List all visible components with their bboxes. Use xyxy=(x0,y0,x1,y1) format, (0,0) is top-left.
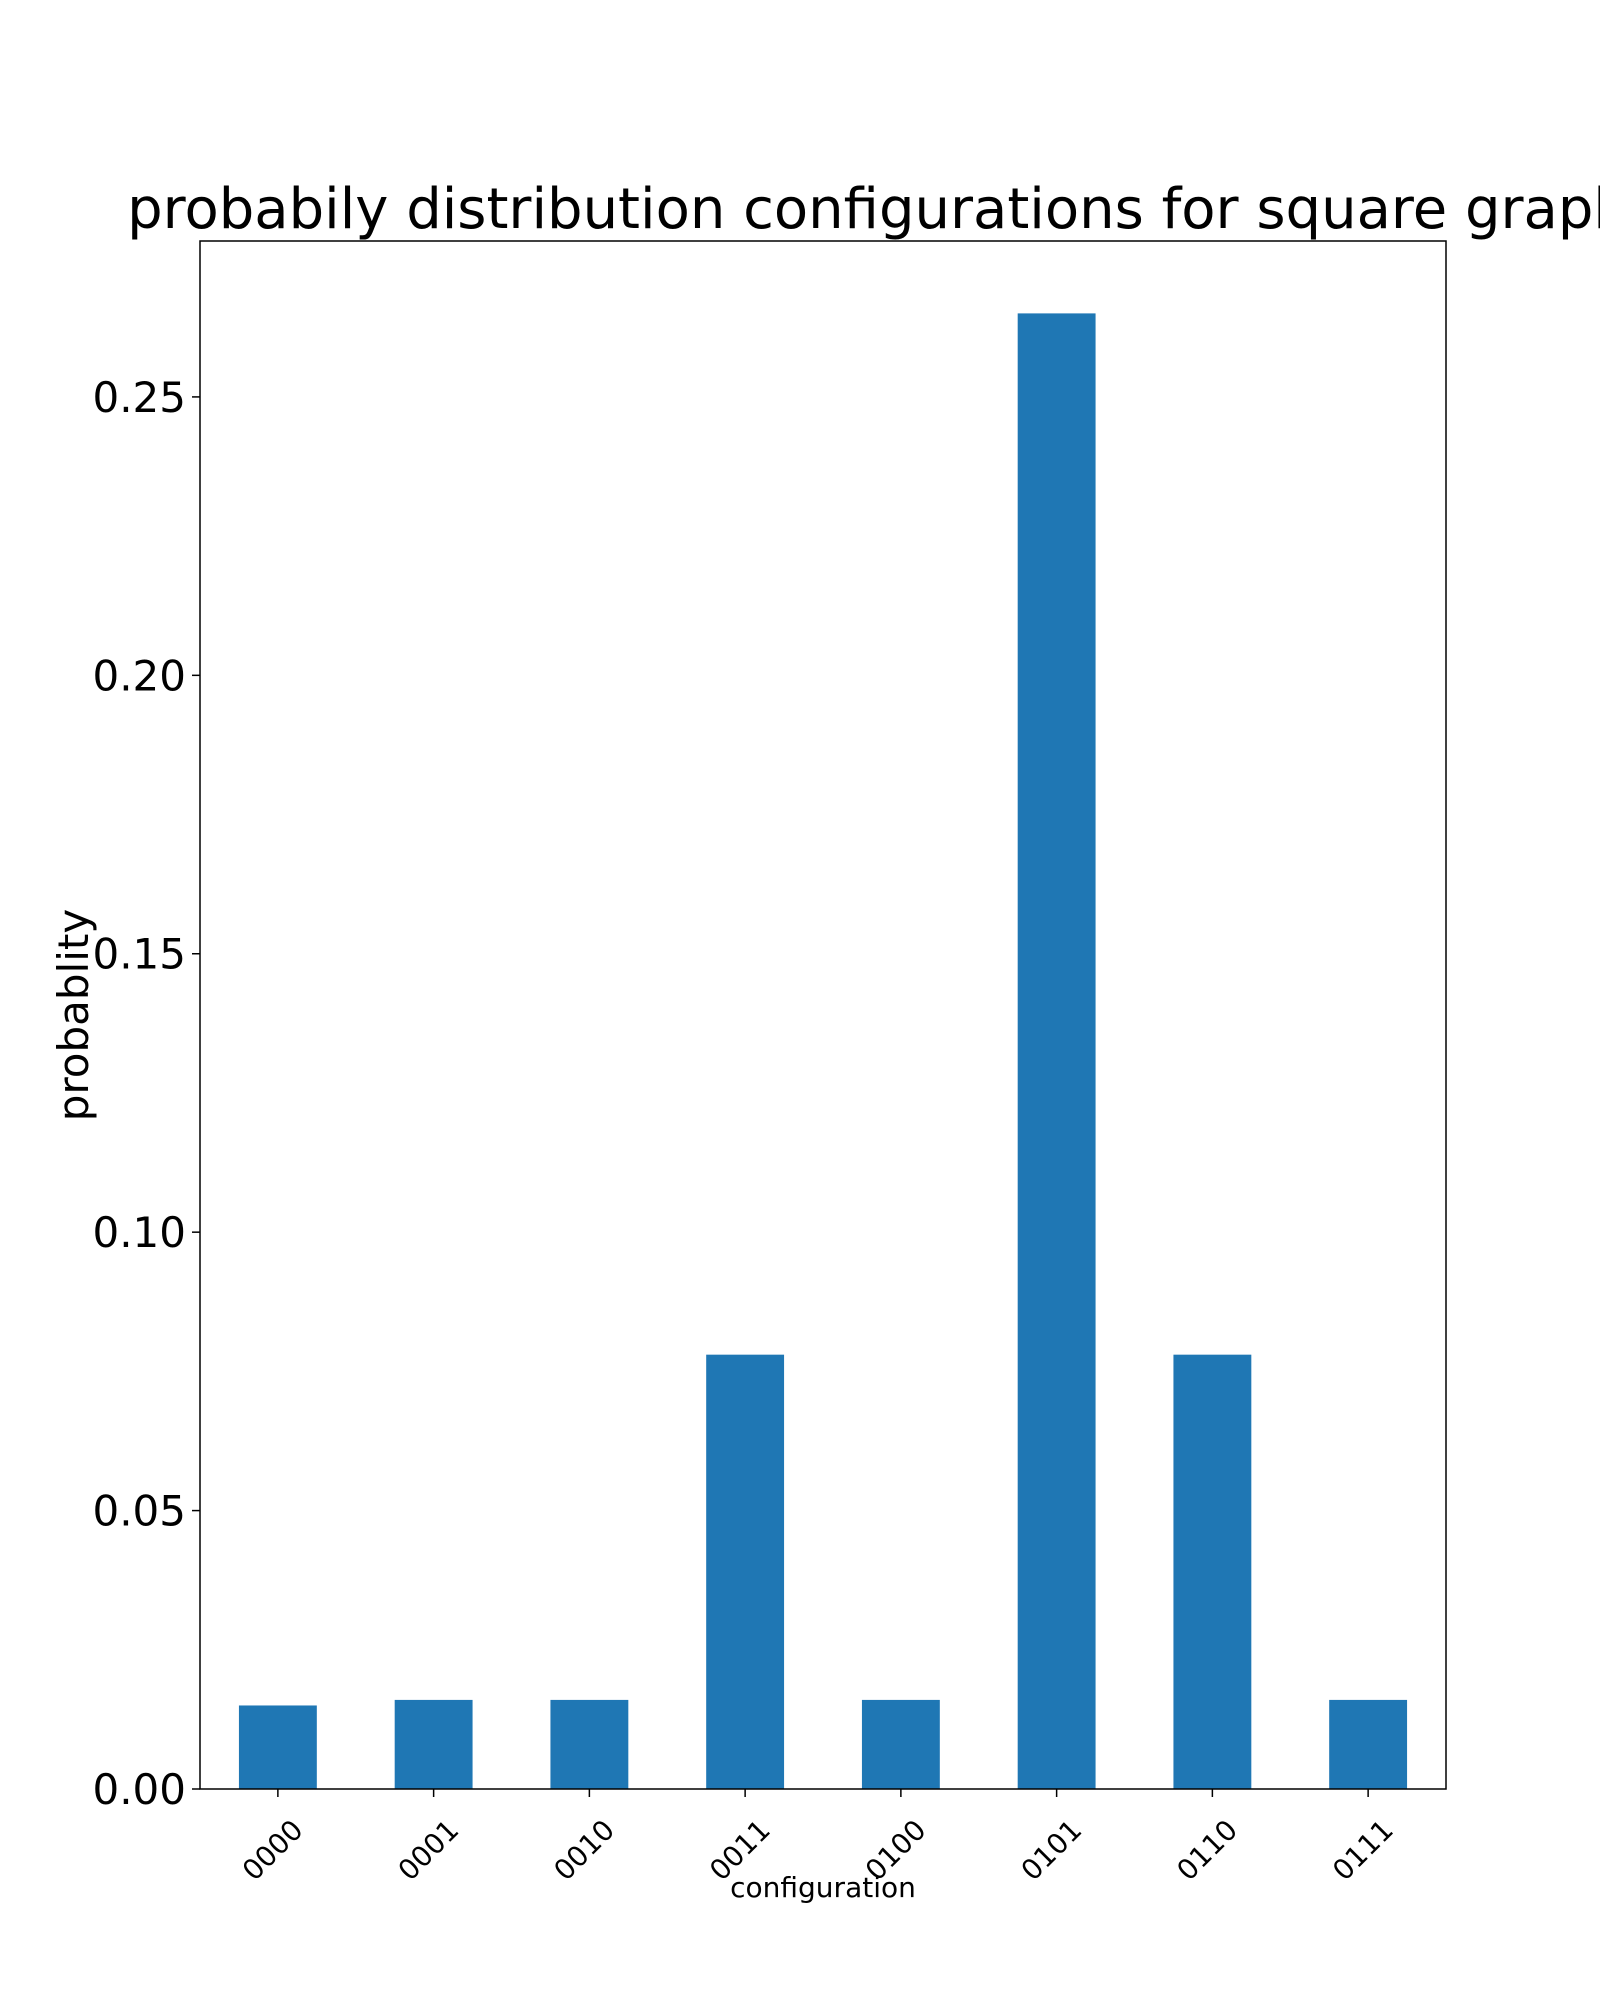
bar-0011 xyxy=(706,1354,785,1789)
y-axis: 0.00 0.05 0.10 0.15 0.20 0.25 xyxy=(92,373,200,1814)
bar-0110 xyxy=(1173,1354,1252,1789)
x-tick-label: 0010 xyxy=(547,1813,621,1887)
x-tick-label: 0110 xyxy=(1170,1813,1244,1887)
x-tick-label: 0101 xyxy=(1015,1813,1089,1887)
chart-title: probabily distribution configurations fo… xyxy=(127,177,1600,242)
y-tick-label: 0.05 xyxy=(92,1487,186,1536)
bar-0001 xyxy=(394,1699,473,1789)
x-tick-label: 0000 xyxy=(236,1813,310,1887)
y-tick-label: 0.00 xyxy=(92,1765,186,1814)
plot-frame xyxy=(199,240,1447,1790)
y-tick-label: 0.15 xyxy=(92,930,186,979)
bar-0101 xyxy=(1017,313,1096,1789)
y-axis-label: probablity xyxy=(49,909,98,1121)
x-axis-label: configuration xyxy=(730,1871,916,1904)
bar-0111 xyxy=(1329,1699,1408,1789)
y-tick-label: 0.20 xyxy=(92,651,186,700)
plot-area xyxy=(199,240,1447,1790)
y-tick-label: 0.25 xyxy=(92,373,186,422)
bar-0100 xyxy=(861,1699,940,1789)
bar-0010 xyxy=(550,1699,629,1789)
bars xyxy=(238,313,1408,1789)
bar-0000 xyxy=(238,1705,317,1789)
x-tick-label: 0111 xyxy=(1326,1813,1400,1887)
x-tick-label: 0001 xyxy=(392,1813,466,1887)
y-tick-label: 0.10 xyxy=(92,1208,186,1257)
